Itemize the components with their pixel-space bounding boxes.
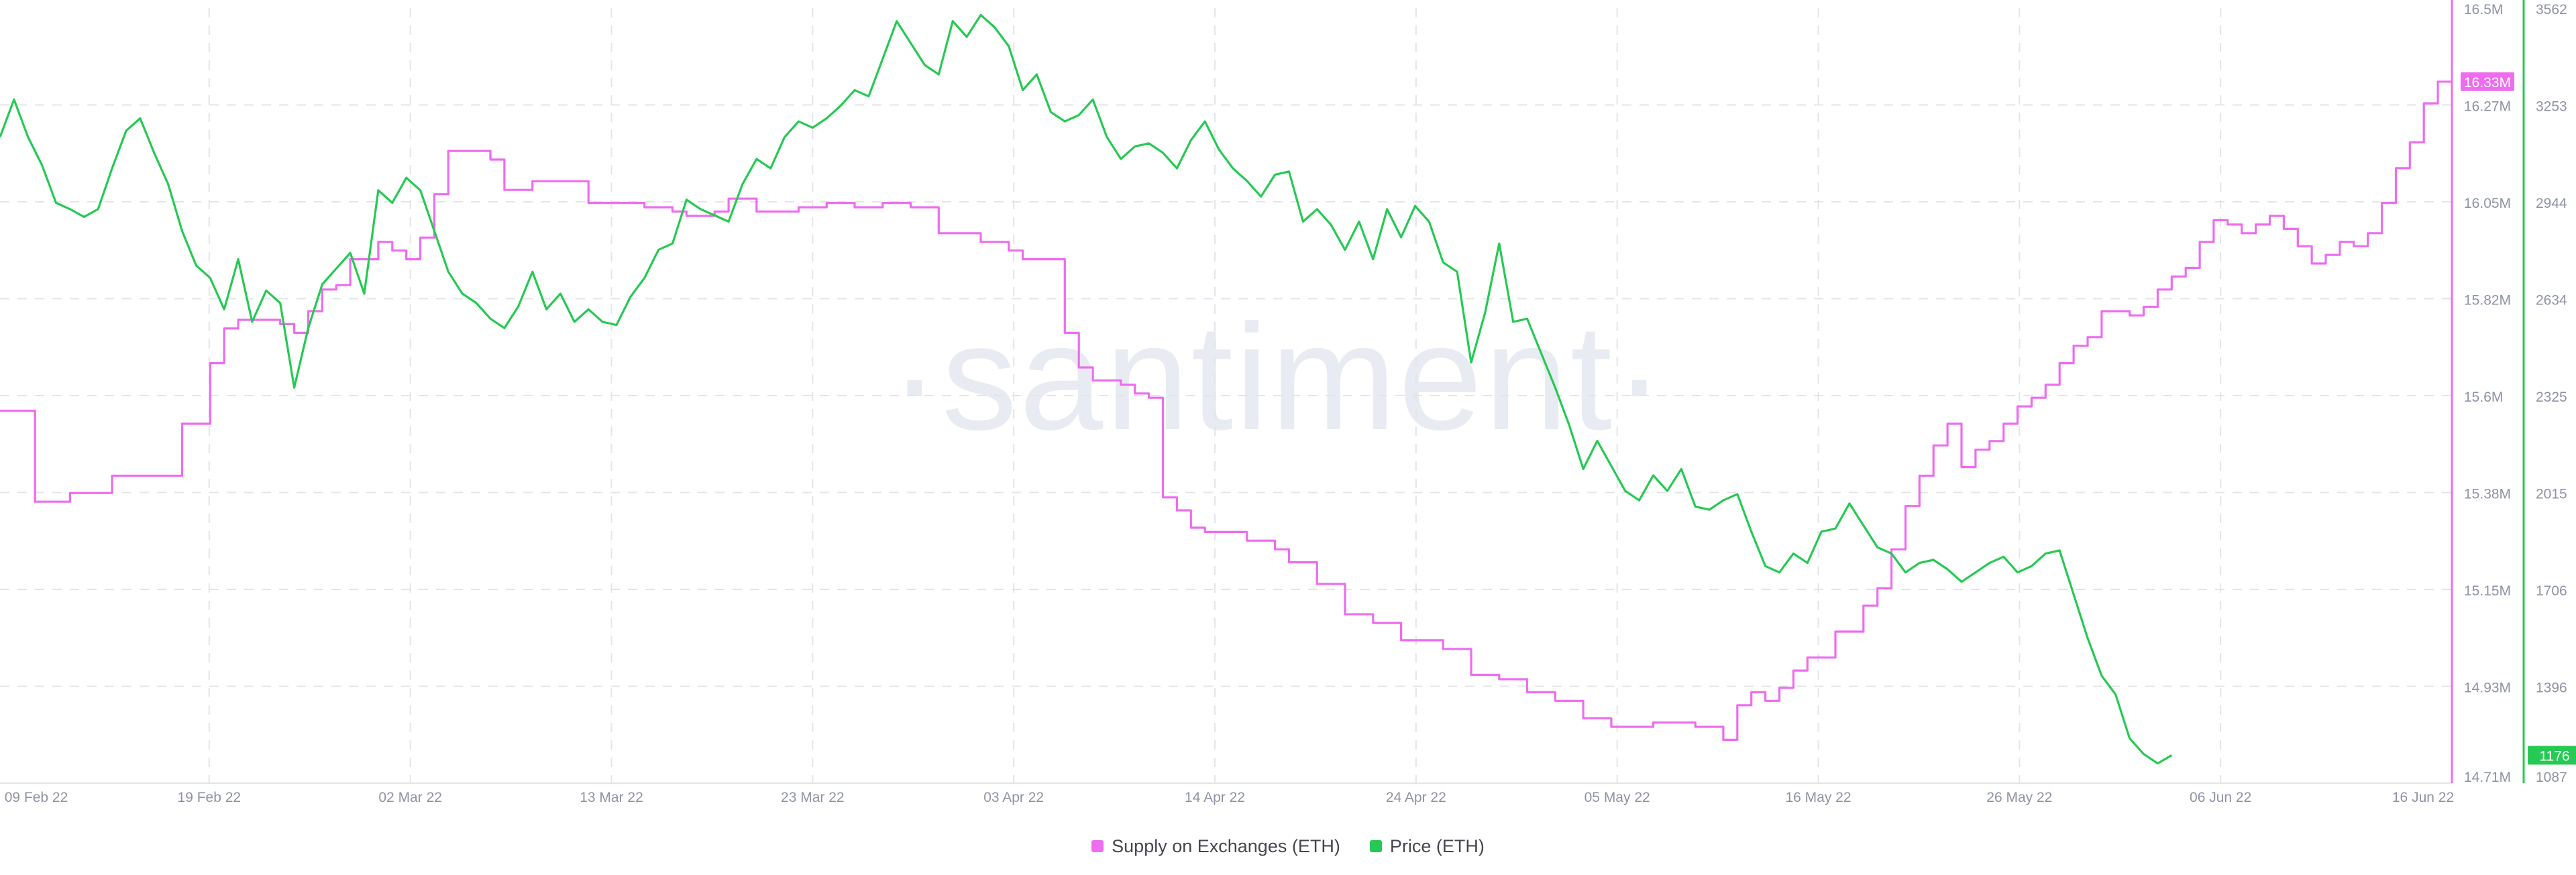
y-left-tick-label: 15.82M — [2464, 293, 2511, 308]
last-value-badge-price — [2528, 746, 2576, 765]
y-right-tick-label: 1087 — [2536, 770, 2567, 785]
y-left-tick-label: 16.27M — [2464, 99, 2511, 115]
x-tick-label: 16 May 22 — [1785, 790, 1851, 805]
y-left-tick-label: 16.05M — [2464, 196, 2511, 211]
y-right-tick-label: 2634 — [2536, 293, 2567, 308]
y-right-tick-label: 1706 — [2536, 583, 2567, 599]
x-tick-label: 26 May 22 — [1986, 790, 2052, 805]
series-line-price — [0, 13, 2173, 765]
x-tick-label: 02 Mar 22 — [378, 790, 442, 805]
y-left-tick-label: 16.5M — [2464, 2, 2503, 17]
series-layer — [0, 13, 2452, 765]
y-right-tick-label: 2944 — [2536, 196, 2567, 211]
last-value-badge-supply — [2461, 72, 2514, 91]
x-tick-label: 13 Mar 22 — [580, 790, 643, 805]
x-tick-label: 05 May 22 — [1585, 790, 1650, 805]
chart-legend: Supply on Exchanges (ETH) Price (ETH) — [0, 830, 2576, 862]
axes-layer — [0, 0, 2525, 784]
legend-label-price: Price (ETH) — [1389, 835, 1485, 856]
y-right-tick-label: 1396 — [2536, 681, 2567, 696]
legend-item-supply[interactable]: Supply on Exchanges (ETH) — [1091, 836, 1340, 857]
watermark: ·santiment· — [890, 292, 1666, 461]
grid-layer — [0, 8, 2452, 783]
legend-swatch-supply — [1091, 840, 1104, 852]
last-value-label-price: 1176 — [2539, 748, 2569, 764]
x-tick-label: 03 Apr 22 — [983, 790, 1044, 805]
y-left-tick-label: 14.93M — [2464, 681, 2511, 696]
y-right-tick-label: 3253 — [2536, 99, 2567, 115]
series-line-supply — [0, 80, 2452, 741]
legend-swatch-price — [1369, 840, 1382, 852]
x-tick-label: 24 Apr 22 — [1386, 790, 1446, 805]
labels-layer: 16.5M 3562 16.27M 3253 16.05M 2944 15.82M 2634 1… — [5, 2, 2576, 805]
x-tick-label: 16 Jun 22 — [2392, 790, 2454, 805]
y-left-tick-label: 15.15M — [2464, 583, 2511, 599]
y-right-tick-label: 2015 — [2536, 487, 2567, 502]
last-value-label-supply: 16.33M — [2464, 75, 2511, 91]
y-left-tick-label: 15.38M — [2464, 487, 2511, 502]
y-left-tick-label: 14.71M — [2464, 770, 2511, 785]
y-left-tick-label: 15.6M — [2464, 390, 2503, 405]
x-tick-label: 14 Apr 22 — [1185, 790, 1245, 805]
y-right-tick-label: 2325 — [2536, 390, 2567, 405]
x-tick-label: 06 Jun 22 — [2190, 790, 2251, 805]
y-right-tick-label: 3562 — [2536, 2, 2567, 17]
legend-label-supply: Supply on Exchanges (ETH) — [1112, 835, 1340, 856]
x-tick-label: 23 Mar 22 — [781, 790, 845, 805]
x-tick-label: 09 Feb 22 — [5, 790, 68, 805]
legend-item-price[interactable]: Price (ETH) — [1369, 835, 1485, 857]
x-tick-label: 19 Feb 22 — [178, 790, 241, 805]
